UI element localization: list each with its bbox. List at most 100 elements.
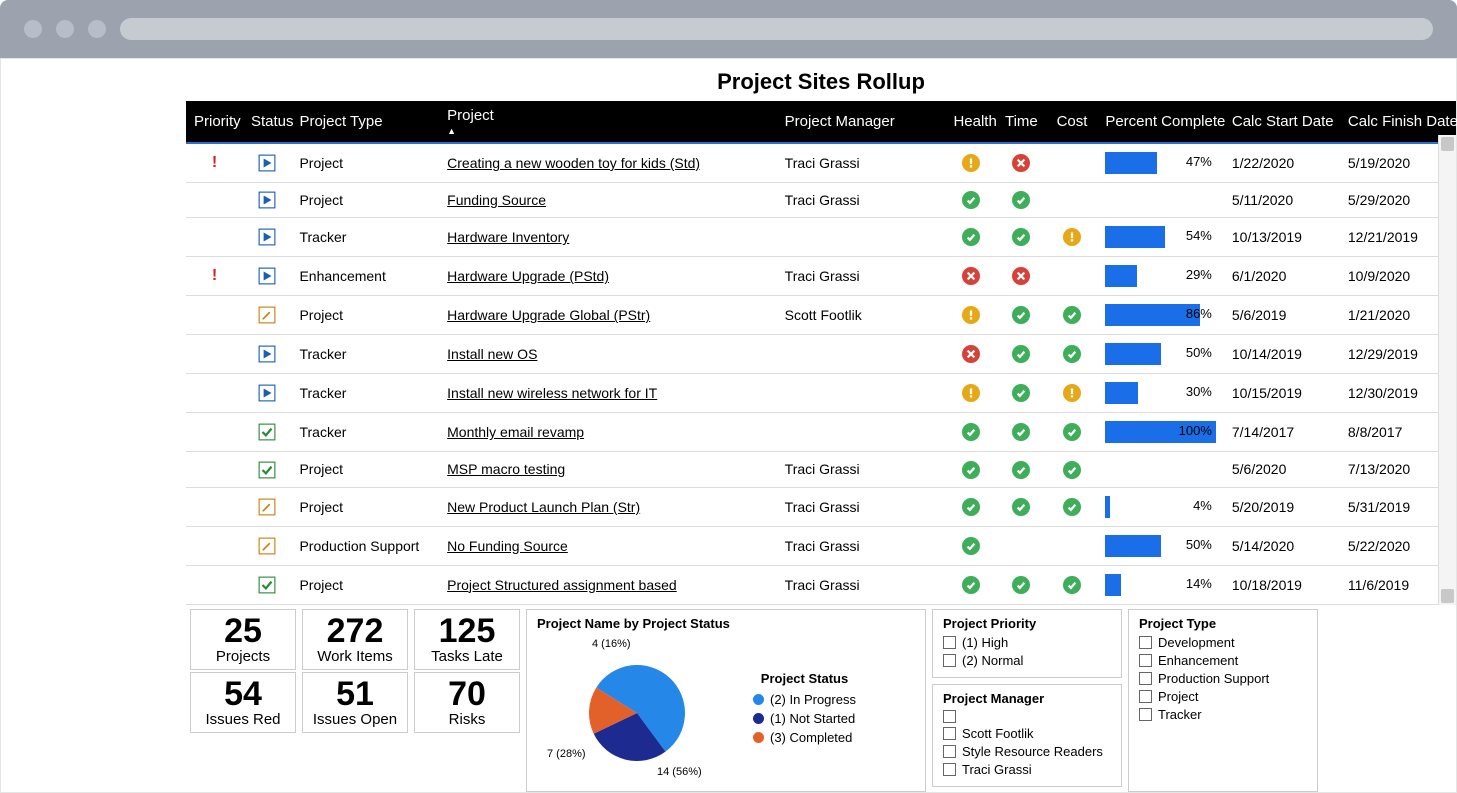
- filter-option[interactable]: Production Support: [1139, 671, 1307, 686]
- project-link[interactable]: Install new OS: [447, 346, 537, 362]
- column-header[interactable]: Priority: [186, 101, 243, 143]
- percent-bar: 4%: [1105, 496, 1216, 518]
- project-link[interactable]: Hardware Upgrade Global (PStr): [447, 307, 650, 323]
- filter-manager: Project Manager Scott FootlikStyle Resou…: [932, 684, 1122, 787]
- cost-cell: [1047, 487, 1098, 526]
- legend-item[interactable]: (1) Not Started: [753, 711, 856, 726]
- cost-icon: [1063, 423, 1081, 439]
- status-icon[interactable]: [258, 267, 276, 283]
- status-icon[interactable]: [258, 384, 276, 400]
- pm-cell: Traci Grassi: [777, 257, 946, 296]
- time-icon: [1012, 575, 1030, 591]
- status-icon[interactable]: [258, 575, 276, 591]
- project-link[interactable]: New Product Launch Plan (Str): [447, 499, 640, 515]
- percent-text: 30%: [1186, 384, 1212, 399]
- column-header[interactable]: Status: [243, 101, 292, 143]
- checkbox-icon: [943, 710, 956, 723]
- filter-label: Project: [1158, 689, 1198, 704]
- project-cell: Install new OS: [439, 335, 777, 374]
- column-header[interactable]: Percent Complete: [1097, 101, 1224, 143]
- start-date-cell: 7/14/2017: [1224, 413, 1340, 452]
- pie-legend: Project Status (2) In Progress(1) Not St…: [753, 671, 856, 749]
- status-icon[interactable]: [258, 345, 276, 361]
- filter-option[interactable]: Tracker: [1139, 707, 1307, 722]
- filter-label: Scott Footlik: [962, 726, 1034, 741]
- legend-item[interactable]: (2) In Progress: [753, 692, 856, 707]
- status-icon[interactable]: [258, 228, 276, 244]
- pie-title: Project Name by Project Status: [537, 616, 915, 631]
- filter-option[interactable]: Development: [1139, 635, 1307, 650]
- project-link[interactable]: Monthly email revamp: [447, 424, 584, 440]
- status-cell: [243, 143, 292, 183]
- stat-card: 25Projects: [190, 609, 296, 670]
- cost-cell: [1047, 452, 1098, 487]
- scroll-up-arrow[interactable]: [1441, 137, 1454, 151]
- status-icon[interactable]: [258, 497, 276, 513]
- stat-label: Work Items: [311, 648, 399, 665]
- priority-icon: !: [212, 154, 217, 171]
- project-link[interactable]: MSP macro testing: [447, 461, 565, 477]
- filter-option[interactable]: Scott Footlik: [943, 726, 1111, 741]
- address-bar[interactable]: [120, 18, 1433, 40]
- column-header[interactable]: Cost: [1047, 101, 1098, 143]
- status-icon[interactable]: [258, 423, 276, 439]
- priority-cell: [186, 183, 243, 218]
- project-cell: Hardware Upgrade Global (PStr): [439, 296, 777, 335]
- project-link[interactable]: Project Structured assignment based: [447, 577, 677, 593]
- project-cell: New Product Launch Plan (Str): [439, 487, 777, 526]
- filter-option[interactable]: [943, 710, 1111, 723]
- project-link[interactable]: Creating a new wooden toy for kids (Std): [447, 155, 700, 171]
- time-cell: [996, 374, 1047, 413]
- percent-bar: 54%: [1105, 226, 1216, 248]
- status-icon[interactable]: [258, 306, 276, 322]
- status-icon[interactable]: [258, 460, 276, 476]
- type-cell: Project: [291, 487, 439, 526]
- health-cell: [945, 413, 996, 452]
- legend-item[interactable]: (3) Completed: [753, 730, 856, 745]
- table-body: ! Project Creating a new wooden toy for ki…: [186, 143, 1456, 604]
- project-link[interactable]: No Funding Source: [447, 538, 568, 554]
- health-icon: [962, 575, 980, 591]
- project-link[interactable]: Install new wireless network for IT: [447, 385, 657, 401]
- column-header[interactable]: Project Type: [291, 101, 439, 143]
- status-cell: [243, 296, 292, 335]
- start-date-cell: 5/6/2020: [1224, 452, 1340, 487]
- filter-option[interactable]: Style Resource Readers: [943, 744, 1111, 759]
- column-header[interactable]: Health: [945, 101, 996, 143]
- vertical-scrollbar[interactable]: [1438, 135, 1456, 605]
- column-header[interactable]: Project▲: [439, 101, 777, 143]
- stat-card: 51Issues Open: [302, 672, 408, 733]
- checkbox-icon: [1139, 654, 1152, 667]
- column-header[interactable]: Calc Start Date: [1224, 101, 1340, 143]
- percent-text: 54%: [1186, 228, 1212, 243]
- table-row: TrackerMonthly email revamp100%7/14/2017…: [186, 413, 1456, 452]
- status-icon[interactable]: [258, 154, 276, 170]
- legend-swatch: [753, 713, 764, 724]
- pct-cell: 30%: [1097, 374, 1224, 413]
- percent-text: 86%: [1186, 306, 1212, 321]
- project-link[interactable]: Hardware Upgrade (PStd): [447, 268, 609, 284]
- status-cell: [243, 413, 292, 452]
- table-row: ProjectProject Structured assignment bas…: [186, 565, 1456, 604]
- stat-value: 54: [199, 677, 287, 711]
- column-header[interactable]: Time: [996, 101, 1047, 143]
- filter-option[interactable]: Enhancement: [1139, 653, 1307, 668]
- start-date-cell: 10/13/2019: [1224, 218, 1340, 257]
- percent-text: 50%: [1186, 537, 1212, 552]
- cost-cell: [1047, 565, 1098, 604]
- table-row: ProjectMSP macro testingTraci Grassi5/6/…: [186, 452, 1456, 487]
- scroll-down-arrow[interactable]: [1441, 589, 1454, 603]
- time-cell: [996, 452, 1047, 487]
- filter-option[interactable]: (2) Normal: [943, 653, 1111, 668]
- filter-option[interactable]: (1) High: [943, 635, 1111, 650]
- filter-option[interactable]: Traci Grassi: [943, 762, 1111, 777]
- column-header[interactable]: Project Manager: [777, 101, 946, 143]
- percent-bar: 50%: [1105, 535, 1216, 557]
- project-link[interactable]: Hardware Inventory: [447, 229, 569, 245]
- filter-option[interactable]: Project: [1139, 689, 1307, 704]
- time-icon: [1012, 384, 1030, 400]
- pct-cell: 47%: [1097, 143, 1224, 183]
- project-link[interactable]: Funding Source: [447, 192, 546, 208]
- status-icon[interactable]: [258, 191, 276, 207]
- status-icon[interactable]: [258, 536, 276, 552]
